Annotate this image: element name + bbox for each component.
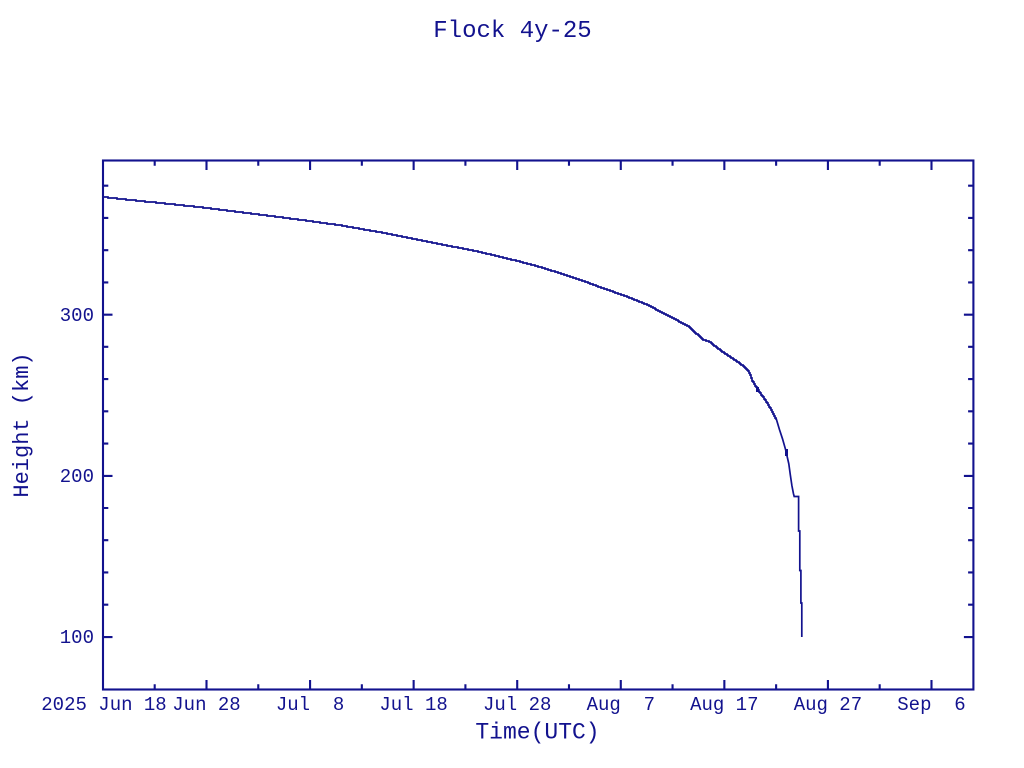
svg-text:Time(UTC): Time(UTC)	[475, 720, 599, 746]
svg-text:2025 Jun 18: 2025 Jun 18	[41, 694, 166, 716]
svg-text:Height (km): Height (km)	[10, 352, 35, 497]
svg-text:Jul 8: Jul 8	[276, 694, 344, 716]
svg-text:Sep 6: Sep 6	[897, 694, 965, 716]
svg-text:Jul 28: Jul 28	[483, 694, 551, 716]
svg-text:Aug 27: Aug 27	[794, 694, 862, 716]
svg-text:Aug 17: Aug 17	[690, 694, 758, 716]
svg-text:300: 300	[60, 305, 94, 327]
svg-text:Jun 28: Jun 28	[172, 694, 240, 716]
svg-text:Aug 7: Aug 7	[587, 694, 655, 716]
svg-text:200: 200	[60, 466, 94, 488]
svg-text:100: 100	[60, 627, 94, 649]
svg-text:Flock 4y-25: Flock 4y-25	[433, 18, 591, 45]
svg-text:Jul 18: Jul 18	[379, 694, 447, 716]
